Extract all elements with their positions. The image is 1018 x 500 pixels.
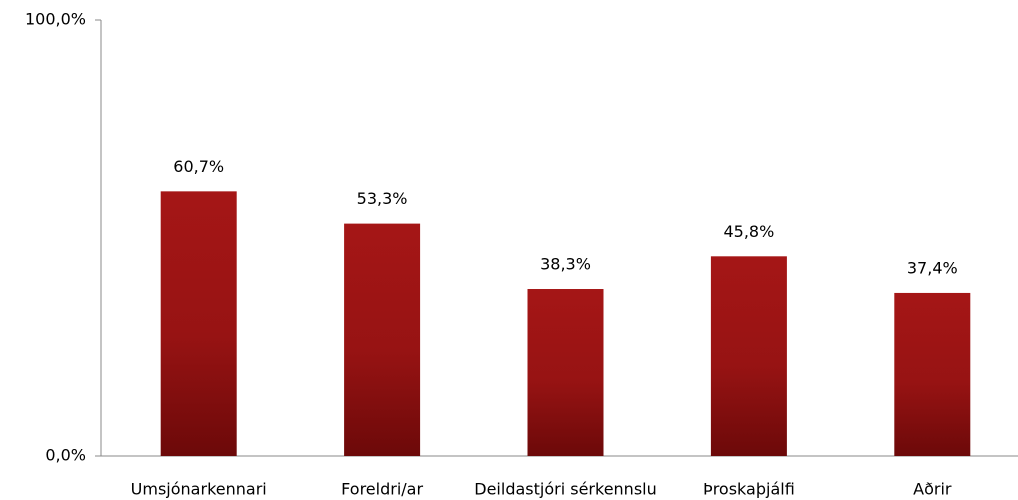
bar <box>160 191 237 456</box>
bar <box>894 292 971 456</box>
x-tick-label: Deildastjóri sérkennslu <box>474 480 656 499</box>
y-tick-label: 100,0% <box>25 10 86 29</box>
value-label: 38,3% <box>540 255 591 274</box>
value-label: 53,3% <box>357 189 408 208</box>
x-tick-label: Foreldri/ar <box>341 480 423 499</box>
y-tick-label: 0,0% <box>45 446 86 465</box>
bar <box>527 289 604 456</box>
x-tick-label: Þroskaþjálfi <box>703 480 795 499</box>
x-tick-label: Aðrir <box>913 480 952 499</box>
value-label: 37,4% <box>907 258 958 277</box>
bar <box>344 223 421 456</box>
bar <box>710 256 787 456</box>
value-label: 60,7% <box>173 157 224 176</box>
x-tick-label: Umsjónarkennari <box>131 480 267 499</box>
value-label: 45,8% <box>723 222 774 241</box>
